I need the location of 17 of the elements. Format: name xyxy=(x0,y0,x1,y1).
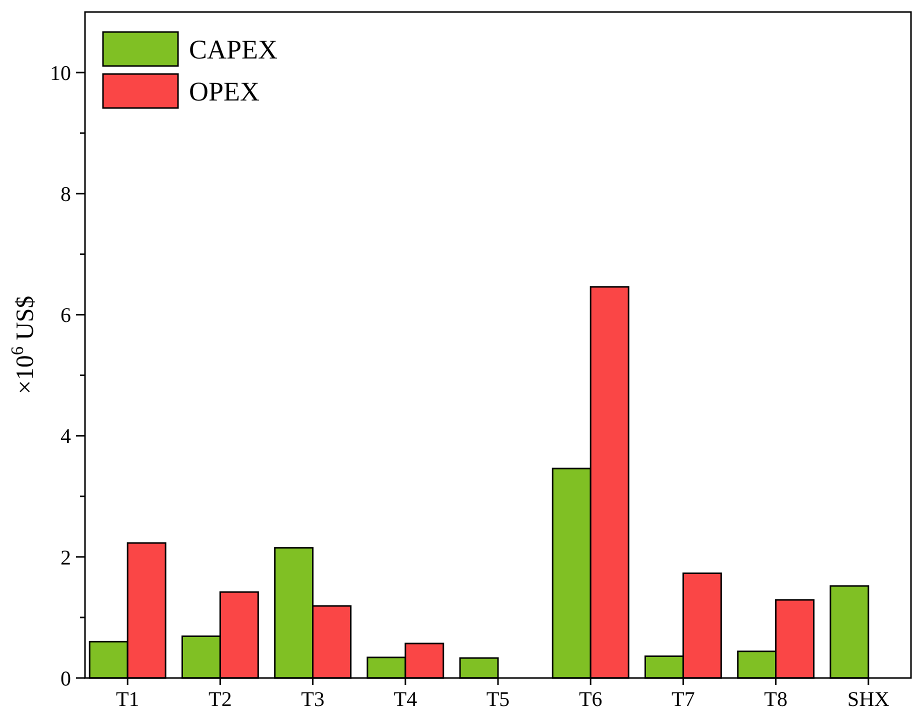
y-tick-label: 8 xyxy=(60,182,71,206)
y-tick-label: 2 xyxy=(60,545,71,570)
x-tick-label: SHX xyxy=(847,687,890,711)
y-tick-label: 10 xyxy=(50,60,71,85)
legend-label: CAPEX xyxy=(189,34,278,64)
x-tick-label: T3 xyxy=(301,687,324,711)
y-tick-label: 6 xyxy=(60,303,71,328)
x-tick-label: T6 xyxy=(578,687,602,711)
x-tick-label: T7 xyxy=(672,687,695,711)
legend-label: OPEX xyxy=(189,76,260,106)
x-tick-label: T1 xyxy=(116,687,140,711)
y-tick-label: 0 xyxy=(60,666,71,690)
x-tick-label: T4 xyxy=(394,687,418,711)
x-tick-label: T8 xyxy=(764,687,788,711)
x-tick-label: T2 xyxy=(208,687,232,711)
y-tick-label: 4 xyxy=(60,424,72,448)
x-tick-label: T5 xyxy=(486,687,510,711)
